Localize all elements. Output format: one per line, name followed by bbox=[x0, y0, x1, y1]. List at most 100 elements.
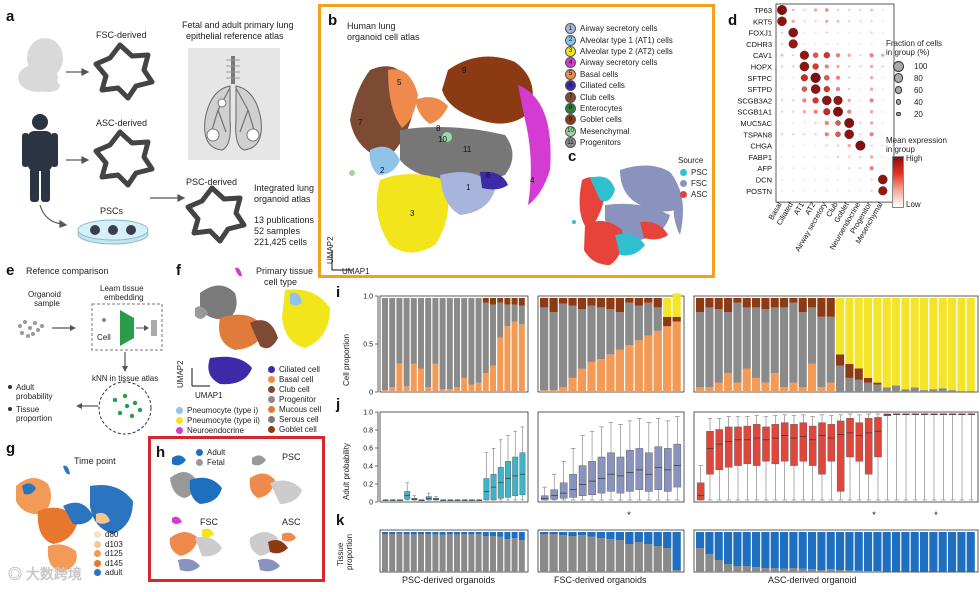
dot-mark bbox=[814, 167, 817, 170]
k-bar-fetal bbox=[780, 568, 789, 572]
k-bar-fetal bbox=[696, 548, 705, 572]
k-bar-adult bbox=[432, 532, 439, 535]
k-bar-fetal bbox=[439, 534, 446, 572]
gene-label: KRT5 bbox=[753, 17, 772, 26]
dot-mark bbox=[825, 155, 828, 158]
dot-mark bbox=[780, 121, 784, 125]
panel-d-label: d bbox=[728, 12, 738, 29]
k-bar-adult bbox=[761, 532, 770, 568]
dot-mark bbox=[788, 39, 798, 49]
panel-a-graphics bbox=[18, 38, 280, 245]
dot-mark bbox=[847, 109, 852, 114]
dot-mark bbox=[814, 144, 817, 147]
y-tick-label: 1.0 bbox=[363, 294, 373, 301]
i-bar-segment-orange bbox=[761, 382, 770, 392]
dot-mark bbox=[847, 98, 851, 103]
i-bar-segment-grey bbox=[714, 309, 723, 383]
i-bar-segment-orange bbox=[461, 377, 468, 392]
i-bar-segment-grey bbox=[742, 307, 751, 369]
i-bar-segment-grey bbox=[780, 307, 789, 388]
legend-text: Club cells bbox=[580, 92, 615, 102]
dot-mark bbox=[825, 31, 829, 34]
dot-mark bbox=[780, 178, 784, 181]
k-bar-fetal bbox=[511, 538, 518, 572]
source-legend-title: Source bbox=[678, 156, 704, 165]
k-bar-fetal bbox=[808, 569, 817, 572]
legend-swatch bbox=[176, 416, 183, 424]
i-bar-segment-orange bbox=[705, 387, 714, 392]
k-bar-adult bbox=[808, 532, 817, 570]
i-bar-segment-brown bbox=[518, 298, 525, 306]
k-bar-adult bbox=[696, 532, 705, 548]
legend-swatch bbox=[94, 550, 101, 558]
dot-mark bbox=[869, 155, 874, 159]
umap-asc bbox=[249, 532, 296, 572]
k-bar-adult bbox=[901, 532, 910, 572]
k-bar-fetal bbox=[705, 554, 714, 572]
time-legend-adult: adult bbox=[94, 568, 123, 578]
cluster-label-11: 11 bbox=[463, 145, 472, 154]
integrated-title-1: Integrated lung bbox=[254, 183, 315, 193]
cluster-legend-item-11: 11 Progenitors bbox=[565, 137, 710, 149]
i-bar-segment-brown bbox=[733, 298, 742, 303]
dot-mark bbox=[859, 20, 862, 23]
i-bar-segment-yellow bbox=[892, 298, 901, 386]
dot-mark bbox=[780, 189, 784, 192]
gene-label: DCN bbox=[756, 176, 772, 185]
dot-mark bbox=[870, 31, 873, 34]
j-box bbox=[724, 426, 733, 468]
legend-swatch bbox=[268, 375, 275, 383]
i-bar-segment-grey bbox=[403, 298, 410, 387]
dot-mark bbox=[859, 110, 862, 113]
dot-mark bbox=[869, 64, 874, 69]
i-bar-segment-brown bbox=[724, 298, 733, 313]
k-bar-fetal bbox=[497, 536, 504, 572]
panel-g-title: Time point bbox=[74, 456, 116, 466]
panel-k-label: k bbox=[336, 512, 345, 529]
j-box bbox=[626, 449, 634, 492]
time-legend-d145: d145 bbox=[94, 559, 123, 569]
legend-swatch: 11 bbox=[565, 137, 576, 149]
k-bar-fetal bbox=[461, 534, 468, 572]
i-bar-segment-yellow bbox=[948, 298, 957, 391]
k-bar-adult bbox=[518, 532, 525, 540]
panel-i-label: i bbox=[336, 284, 341, 301]
dot-mark bbox=[780, 144, 784, 147]
dot-mark bbox=[859, 155, 862, 159]
dot-mark bbox=[814, 133, 817, 136]
k-bar-fetal bbox=[615, 540, 624, 572]
size-legend-item: 60 bbox=[893, 84, 927, 96]
j-box bbox=[578, 465, 587, 496]
legend-swatch bbox=[680, 191, 687, 198]
i-bar-segment-brown bbox=[540, 298, 549, 308]
i-bar-segment-grey bbox=[615, 312, 624, 350]
k-bar-fetal bbox=[724, 564, 733, 572]
i-bar-segment-brown bbox=[568, 298, 577, 306]
k-bar-adult bbox=[789, 532, 798, 568]
i-bar-segment-grey bbox=[653, 307, 662, 331]
legend-text: Ciliated cell bbox=[279, 364, 320, 374]
i-bar-segment-orange bbox=[615, 349, 624, 392]
dot-mark bbox=[847, 20, 851, 23]
i-bar-segment-brown bbox=[808, 298, 817, 308]
i-bar-segment-grey bbox=[901, 389, 910, 392]
dot-mark bbox=[825, 189, 828, 192]
dot-mark bbox=[847, 65, 851, 68]
dot-mark bbox=[802, 98, 807, 103]
y-tick-label: 0.4 bbox=[363, 464, 373, 471]
dot-mark bbox=[792, 88, 795, 91]
primary-tissue-umap bbox=[191, 267, 330, 387]
dot-mark bbox=[803, 20, 806, 23]
k-bar-adult bbox=[854, 532, 863, 571]
time-legend-d103: d103 bbox=[94, 540, 123, 550]
dot-mark bbox=[823, 52, 830, 59]
i-bar-segment-brown bbox=[742, 298, 751, 308]
j-box bbox=[874, 417, 882, 458]
dot-mark bbox=[859, 8, 862, 12]
i-bar-segment-grey bbox=[490, 304, 496, 366]
panel-e-label: e bbox=[6, 262, 15, 279]
f-legend-right-2: Club cell bbox=[268, 384, 321, 394]
output-adult-2: probability bbox=[16, 392, 53, 401]
i-bar-segment-grey bbox=[789, 302, 798, 383]
i-bar-segment-grey bbox=[606, 309, 615, 355]
